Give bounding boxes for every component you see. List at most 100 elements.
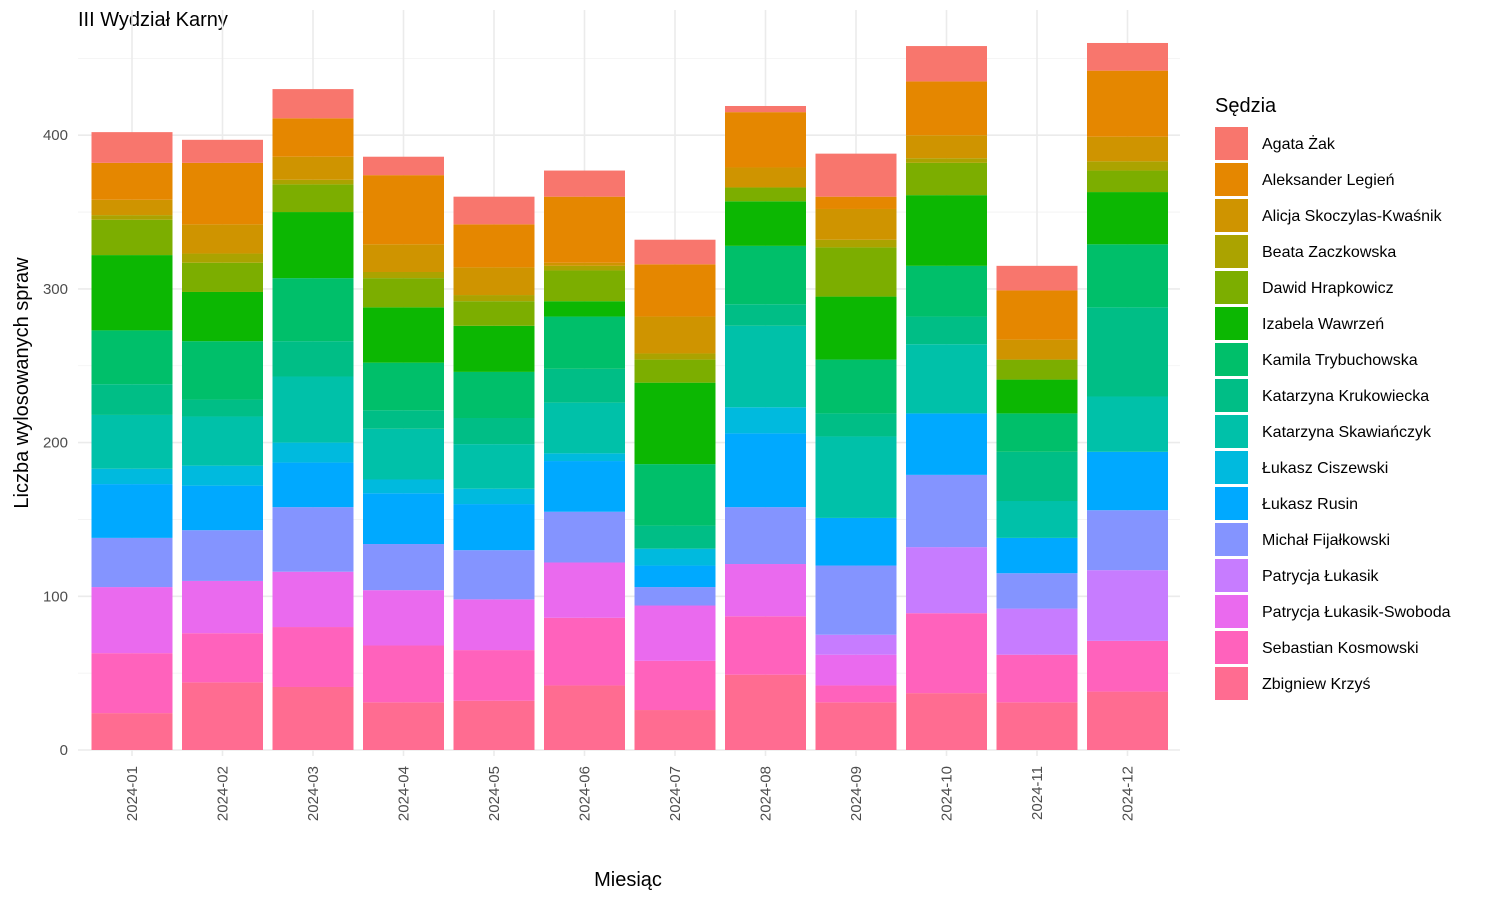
bar-segment bbox=[182, 253, 263, 263]
bar-segment bbox=[725, 304, 806, 326]
bar-segment bbox=[725, 616, 806, 675]
chart-title: III Wydział Karny bbox=[78, 9, 228, 31]
bar-segment bbox=[544, 617, 625, 686]
bar-segment bbox=[182, 485, 263, 531]
bar-segment bbox=[906, 547, 987, 614]
bar-segment bbox=[634, 605, 716, 661]
bar-segment bbox=[634, 264, 716, 317]
bar-segment bbox=[725, 433, 806, 508]
bar-segment bbox=[725, 112, 806, 168]
bar-segment bbox=[634, 660, 716, 711]
bar-segment bbox=[363, 278, 444, 308]
bar-segment bbox=[815, 247, 897, 297]
bar-segment bbox=[815, 239, 897, 248]
bar-segment bbox=[544, 270, 625, 302]
bar-segment bbox=[544, 368, 625, 403]
bar-segment bbox=[91, 162, 173, 200]
bar-segment bbox=[906, 162, 987, 196]
bar-segment bbox=[906, 265, 987, 317]
legend-key bbox=[1215, 343, 1248, 376]
legend-key bbox=[1215, 271, 1248, 304]
legend-key bbox=[1215, 415, 1248, 448]
x-tick-label: 2024-03 bbox=[305, 766, 322, 821]
bar-segment bbox=[996, 413, 1078, 452]
bar-segment bbox=[906, 344, 987, 414]
legend-key bbox=[1215, 379, 1248, 412]
bar-segment bbox=[272, 212, 354, 279]
bar-segment bbox=[1087, 244, 1168, 308]
legend-key bbox=[1215, 199, 1248, 232]
bar-segment bbox=[906, 158, 987, 163]
x-tick-label: 2024-11 bbox=[1029, 766, 1046, 820]
bar-segment bbox=[906, 135, 987, 159]
bar-segment bbox=[363, 590, 444, 646]
bar-segment bbox=[1087, 396, 1168, 452]
bar-segment bbox=[182, 465, 263, 486]
x-tick-label: 2024-02 bbox=[215, 766, 232, 821]
bar-segment bbox=[725, 507, 806, 565]
bar-segment bbox=[272, 89, 354, 119]
bar-segment bbox=[815, 208, 897, 240]
bar-segment bbox=[363, 175, 444, 245]
bar-segment bbox=[996, 654, 1078, 703]
legend-label: Katarzyna Skawiańczyk bbox=[1262, 424, 1432, 441]
bar-segment bbox=[634, 587, 716, 606]
bar-segment bbox=[815, 702, 897, 750]
bar-segment bbox=[453, 325, 535, 372]
bar-segment bbox=[1087, 161, 1168, 171]
bar-segment bbox=[544, 301, 625, 317]
bar-segment bbox=[996, 451, 1078, 502]
legend-key bbox=[1215, 559, 1248, 592]
legend-label: Sebastian Kosmowski bbox=[1262, 640, 1419, 657]
bar-segment bbox=[815, 654, 897, 686]
bar-segment bbox=[815, 634, 897, 655]
bar-segment bbox=[91, 219, 173, 256]
bar-segment bbox=[91, 713, 173, 750]
bar-segment bbox=[363, 544, 444, 591]
bar-segment bbox=[634, 525, 716, 549]
bar-segment bbox=[453, 196, 535, 225]
bar-segment bbox=[182, 224, 263, 254]
bar-segment bbox=[906, 46, 987, 82]
bar-segment bbox=[1087, 192, 1168, 245]
bar-segment bbox=[1087, 570, 1168, 641]
bar-segment bbox=[725, 201, 806, 246]
bar-segment bbox=[996, 290, 1078, 340]
legend-label: Kamila Trybuchowska bbox=[1262, 352, 1418, 369]
bar-segment bbox=[725, 187, 806, 202]
bar-segment bbox=[182, 291, 263, 342]
x-tick-label: 2024-01 bbox=[124, 766, 141, 821]
bar-segment bbox=[544, 511, 625, 563]
bar-segment bbox=[1087, 136, 1168, 162]
bar-segment bbox=[815, 296, 897, 360]
bar-segment bbox=[272, 507, 354, 572]
bar-segment bbox=[363, 244, 444, 272]
bar-segment bbox=[363, 410, 444, 429]
y-axis-ticks: 0 100 200 300 400 bbox=[43, 127, 68, 759]
legend-label: Dawid Hrapkowicz bbox=[1262, 280, 1394, 297]
bar-segment bbox=[453, 224, 535, 268]
bar-segment bbox=[453, 371, 535, 419]
bar-segment bbox=[634, 353, 716, 360]
bar-segment bbox=[363, 493, 444, 545]
bar-segment bbox=[1087, 307, 1168, 397]
y-tick-label: 0 bbox=[60, 742, 68, 759]
bar-segment bbox=[544, 461, 625, 512]
bar-segment bbox=[544, 196, 625, 263]
bar-segment bbox=[906, 613, 987, 694]
bar-segment bbox=[182, 633, 263, 683]
bar-segment bbox=[453, 301, 535, 326]
bar-segment bbox=[272, 376, 354, 443]
bar-segment bbox=[906, 474, 987, 548]
bar-segment bbox=[272, 571, 354, 628]
bar-segment bbox=[363, 307, 444, 363]
bar-segment bbox=[815, 517, 897, 566]
bar-segment bbox=[453, 550, 535, 600]
bar-segment bbox=[91, 255, 173, 331]
legend-key bbox=[1215, 451, 1248, 484]
y-tick-label: 200 bbox=[43, 435, 68, 452]
y-tick-label: 400 bbox=[43, 127, 68, 144]
y-tick-label: 100 bbox=[43, 588, 68, 605]
bar-segment bbox=[272, 462, 354, 508]
